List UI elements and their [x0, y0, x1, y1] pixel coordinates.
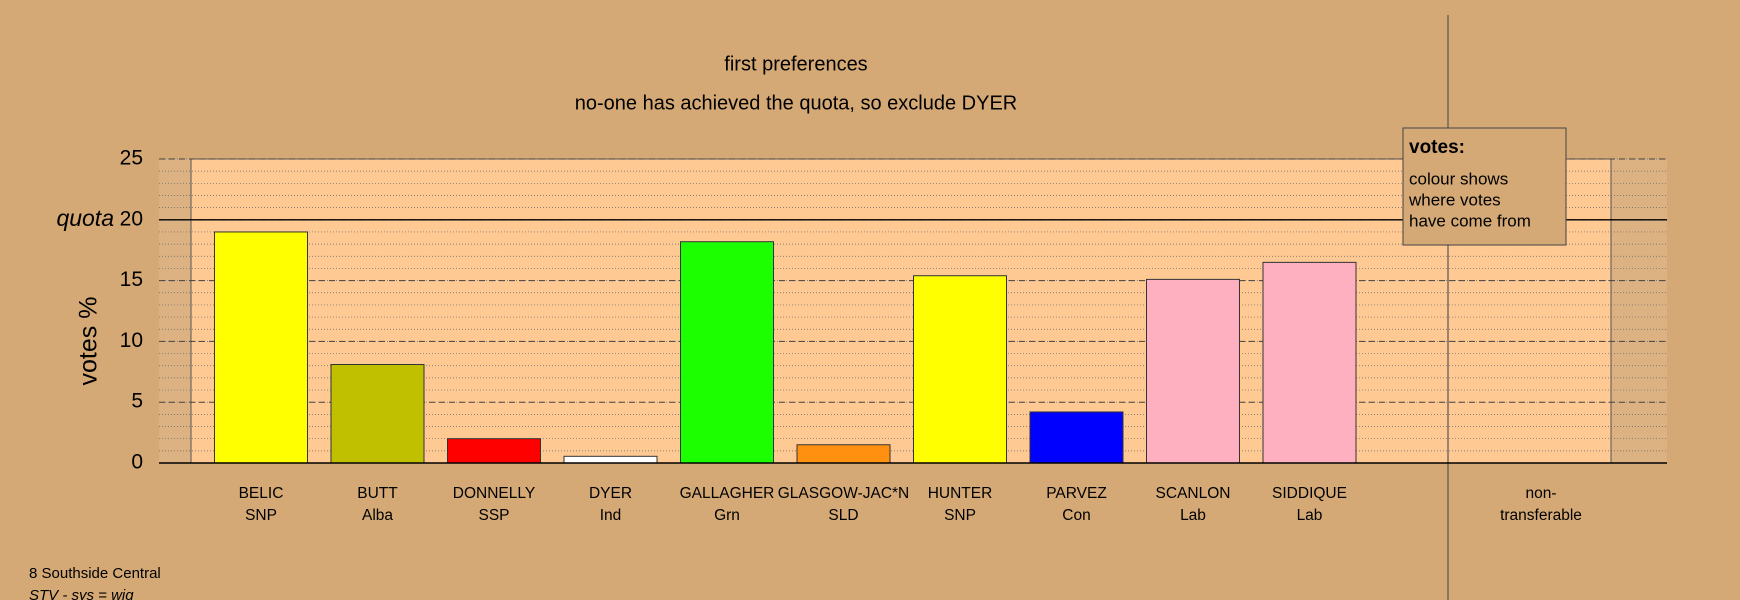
y-tick-label: 25: [120, 147, 143, 170]
y-tick-label: 15: [120, 268, 143, 291]
footer: STV - sys = wig: [29, 587, 134, 600]
legend-text: colour shows: [1409, 169, 1508, 188]
quota-label: quota: [56, 205, 114, 231]
party-label: SNP: [944, 507, 976, 524]
bar: [680, 241, 774, 464]
x-tick-label: DYER: [589, 485, 632, 502]
plot-area: [190, 158, 1612, 464]
party-label: Lab: [1297, 507, 1323, 524]
bar: [214, 231, 308, 464]
bar: [330, 364, 425, 464]
party-label: SNP: [245, 507, 277, 524]
x-tick-label: BELIC: [239, 485, 284, 502]
x-tick-label: non-: [1525, 485, 1556, 502]
x-tick-label: BUTT: [357, 485, 398, 502]
x-tick-label: GALLAGHER: [680, 485, 775, 502]
party-label: Con: [1062, 507, 1090, 524]
party-label: SSP: [478, 507, 509, 524]
y-tick-label: 20: [120, 207, 143, 230]
party-label: Alba: [362, 507, 393, 524]
legend-text: where votes: [1408, 190, 1501, 209]
party-label: Grn: [714, 507, 740, 524]
party-label: SLD: [828, 507, 858, 524]
party-label: Lab: [1180, 507, 1206, 524]
x-tick-label: DONNELLY: [453, 485, 535, 502]
bar: [563, 455, 658, 464]
legend-box: [1402, 127, 1567, 246]
x-tick-label: HUNTER: [928, 485, 993, 502]
footer: 8 Southside Central: [29, 565, 161, 582]
x-tick-label: PARVEZ: [1046, 485, 1107, 502]
x-tick-label: GLASGOW-JAC*N: [778, 485, 910, 502]
bar: [1262, 261, 1357, 464]
bar: [913, 275, 1007, 464]
y-tick-label: 5: [131, 390, 143, 413]
y-tick-label: 10: [120, 329, 143, 352]
x-tick-label: SIDDIQUE: [1272, 485, 1347, 502]
bar: [1146, 278, 1240, 464]
chart-subtitle: no-one has achieved the quota, so exclud…: [575, 92, 1018, 114]
x-tick-label: SCANLON: [1156, 485, 1231, 502]
y-tick-label: 0: [131, 451, 143, 474]
bar: [447, 438, 541, 464]
x-tick-label: transferable: [1500, 507, 1582, 524]
party-label: Ind: [600, 507, 622, 524]
y-axis-label: votes %: [75, 297, 103, 386]
legend-title: votes:: [1409, 137, 1465, 158]
chart-title: first preferences: [724, 53, 867, 75]
bar: [1029, 411, 1124, 464]
bar: [796, 444, 891, 464]
legend-text: have come from: [1409, 211, 1531, 230]
